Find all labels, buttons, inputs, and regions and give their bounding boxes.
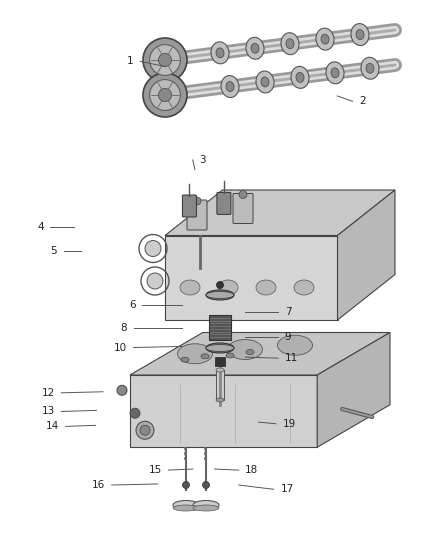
Circle shape <box>239 190 247 198</box>
Text: 16: 16 <box>92 480 105 490</box>
Circle shape <box>140 425 150 435</box>
Ellipse shape <box>226 82 234 92</box>
Ellipse shape <box>366 63 374 73</box>
FancyBboxPatch shape <box>165 236 338 320</box>
Ellipse shape <box>296 72 304 83</box>
Text: 13: 13 <box>42 407 55 416</box>
Circle shape <box>147 273 163 289</box>
Ellipse shape <box>216 398 224 402</box>
Circle shape <box>193 197 201 205</box>
Circle shape <box>136 421 154 439</box>
Ellipse shape <box>261 77 269 87</box>
Text: 8: 8 <box>120 323 127 333</box>
Text: 14: 14 <box>46 422 59 431</box>
Polygon shape <box>130 375 317 447</box>
Text: 10: 10 <box>114 343 127 352</box>
Ellipse shape <box>206 343 234 353</box>
Ellipse shape <box>216 48 224 58</box>
Ellipse shape <box>278 335 312 356</box>
Circle shape <box>216 281 223 288</box>
Ellipse shape <box>331 68 339 78</box>
Ellipse shape <box>201 354 209 359</box>
Ellipse shape <box>256 280 276 295</box>
Circle shape <box>183 481 190 489</box>
Text: 6: 6 <box>129 300 136 310</box>
Ellipse shape <box>211 42 229 64</box>
Text: 5: 5 <box>50 246 57 255</box>
Bar <box>216 370 224 400</box>
Ellipse shape <box>173 505 199 511</box>
Ellipse shape <box>326 62 344 84</box>
Ellipse shape <box>216 368 224 372</box>
Ellipse shape <box>321 34 329 44</box>
FancyBboxPatch shape <box>233 193 253 223</box>
Circle shape <box>143 38 187 82</box>
FancyBboxPatch shape <box>155 54 175 101</box>
Polygon shape <box>338 190 395 320</box>
Circle shape <box>145 240 161 256</box>
Ellipse shape <box>206 344 234 351</box>
FancyBboxPatch shape <box>182 195 196 217</box>
Ellipse shape <box>351 23 369 45</box>
Ellipse shape <box>226 353 234 358</box>
Text: 12: 12 <box>42 388 55 398</box>
Ellipse shape <box>227 340 262 359</box>
Ellipse shape <box>291 67 309 88</box>
Ellipse shape <box>286 39 294 49</box>
Text: 7: 7 <box>285 307 291 317</box>
Ellipse shape <box>206 290 234 300</box>
Circle shape <box>159 88 172 102</box>
Circle shape <box>117 385 127 395</box>
Text: 9: 9 <box>285 332 291 342</box>
FancyBboxPatch shape <box>215 357 225 366</box>
Circle shape <box>150 45 180 75</box>
Text: 2: 2 <box>359 96 366 106</box>
Ellipse shape <box>246 37 264 59</box>
Circle shape <box>150 79 180 110</box>
Ellipse shape <box>193 500 219 510</box>
Text: 19: 19 <box>283 419 296 429</box>
Text: 18: 18 <box>245 465 258 475</box>
Circle shape <box>159 53 172 67</box>
Ellipse shape <box>256 71 274 93</box>
Ellipse shape <box>294 280 314 295</box>
Polygon shape <box>165 190 395 236</box>
Text: 1: 1 <box>127 56 134 66</box>
Ellipse shape <box>281 33 299 55</box>
Ellipse shape <box>180 280 200 295</box>
Text: 17: 17 <box>280 484 293 494</box>
Ellipse shape <box>221 76 239 98</box>
Polygon shape <box>130 333 390 375</box>
Ellipse shape <box>206 292 234 298</box>
Ellipse shape <box>173 500 199 510</box>
Ellipse shape <box>251 43 259 53</box>
Text: 11: 11 <box>285 353 298 363</box>
Ellipse shape <box>177 344 212 364</box>
Polygon shape <box>317 333 390 447</box>
Ellipse shape <box>361 57 379 79</box>
Ellipse shape <box>193 505 219 511</box>
Circle shape <box>202 481 209 489</box>
Ellipse shape <box>356 29 364 39</box>
Ellipse shape <box>316 28 334 50</box>
Ellipse shape <box>218 280 238 295</box>
Ellipse shape <box>181 357 189 362</box>
Ellipse shape <box>246 350 254 354</box>
Circle shape <box>143 73 187 117</box>
Circle shape <box>130 408 140 418</box>
Text: 15: 15 <box>149 465 162 475</box>
Text: 4: 4 <box>37 222 44 231</box>
FancyBboxPatch shape <box>217 192 231 214</box>
Bar <box>209 315 231 340</box>
FancyBboxPatch shape <box>187 200 207 230</box>
Text: 3: 3 <box>199 155 206 165</box>
